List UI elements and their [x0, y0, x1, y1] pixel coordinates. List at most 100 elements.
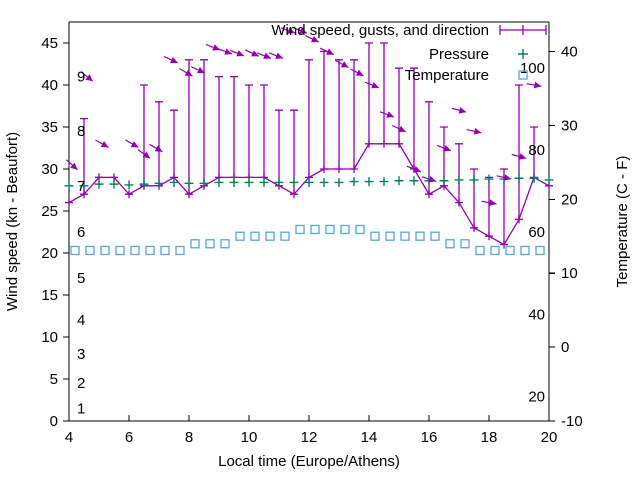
pressure-marker — [394, 176, 404, 186]
beaufort-number: 6 — [77, 224, 85, 241]
legend-key-wind — [499, 25, 547, 35]
pressure-marker — [304, 177, 314, 187]
wind-direction-arrowhead — [413, 166, 421, 173]
x-axis-title: Local time (Europe/Athens) — [218, 453, 400, 470]
wind-direction-arrowhead — [236, 50, 244, 57]
pressure-marker — [124, 180, 134, 190]
temperature-marker — [325, 224, 335, 235]
wind-direction-arrowhead — [503, 174, 512, 181]
temperature-marker — [265, 231, 275, 241]
pressure-marker — [274, 177, 284, 187]
wind-speed-marker — [335, 165, 343, 173]
beaufort-number: 9 — [77, 69, 85, 86]
y-tick-label-left: 25 — [41, 203, 58, 220]
gust-bar — [455, 143, 463, 203]
temperature-marker — [430, 231, 440, 241]
y-tick-label-celsius: 20 — [561, 191, 578, 208]
pressure-marker — [529, 173, 539, 183]
wind-direction-arrowhead — [428, 176, 437, 183]
temperature-marker — [280, 231, 290, 241]
temperature-marker — [490, 245, 500, 256]
gust-bar — [275, 109, 283, 186]
y-tick-label-celsius: 40 — [561, 44, 578, 61]
wind-speed-marker — [185, 190, 193, 199]
y-label-fahrenheit: 60 — [528, 224, 545, 241]
pressure-marker — [214, 177, 224, 187]
x-tick-label: 16 — [421, 429, 438, 446]
wind-direction-arrowhead — [154, 145, 163, 152]
x-tick-label: 10 — [241, 429, 258, 446]
wind-direction-arrowhead — [355, 69, 364, 76]
temperature-marker — [190, 239, 200, 249]
gust-bar — [185, 59, 193, 195]
gust-bar — [140, 84, 148, 186]
wind-direction-arrowhead — [326, 48, 334, 55]
wind-speed-marker — [125, 190, 133, 199]
wind-direction-arrowhead — [275, 52, 283, 59]
gust-bar — [350, 59, 358, 169]
temperature-marker — [235, 231, 245, 241]
pressure-marker — [319, 177, 329, 187]
gust-bar — [200, 59, 208, 186]
pressure-marker — [169, 177, 179, 187]
wind-direction-arrowhead — [443, 145, 451, 152]
gust-bar — [245, 84, 253, 178]
pressure-marker — [229, 177, 239, 187]
wind-direction-arrowhead — [130, 141, 139, 148]
y-axis-title-right: Temperature (C - F) — [614, 156, 631, 288]
y-tick-label-left: 5 — [50, 371, 58, 388]
legend-label-temperature: Temperature — [405, 67, 489, 84]
temperature-marker — [460, 239, 470, 249]
wind-direction-arrowhead — [311, 35, 319, 43]
temperature-marker — [505, 245, 515, 256]
beaufort-number: 3 — [77, 346, 85, 363]
y-label-fahrenheit: 80 — [528, 142, 545, 159]
wind-speed-marker — [350, 165, 358, 173]
wind-direction-arrowhead — [488, 199, 497, 206]
temperature-marker — [220, 239, 230, 249]
temperature-marker — [100, 245, 110, 256]
pressure-marker — [439, 176, 449, 186]
wind-direction-arrowhead — [386, 111, 394, 118]
beaufort-number: 8 — [77, 123, 85, 140]
pressure-marker — [94, 179, 104, 189]
x-tick-label: 14 — [361, 429, 378, 446]
pressure-marker — [409, 176, 419, 186]
pressure-marker — [484, 174, 494, 184]
x-tick-label: 8 — [185, 429, 193, 446]
wind-direction-arrowhead — [263, 52, 271, 59]
legend-key-temperature — [518, 70, 528, 80]
y-tick-label-celsius: 30 — [561, 117, 578, 134]
wind-direction-arrowhead — [70, 162, 78, 170]
gust-bar — [515, 84, 523, 220]
wind-direction-arrowhead — [251, 50, 259, 57]
temperature-marker — [160, 245, 170, 256]
gust-bar — [395, 67, 403, 144]
pressure-marker — [349, 177, 359, 187]
x-tick-label: 6 — [125, 429, 133, 446]
gust-bar — [170, 109, 178, 178]
temperature-marker — [370, 231, 380, 241]
pressure-marker — [289, 177, 299, 187]
wind-direction-arrowhead — [170, 56, 178, 64]
temperature-marker — [355, 224, 365, 235]
beaufort-number: 4 — [77, 312, 85, 329]
legend-group: Wind speed, gusts, and direction Pressure… — [271, 22, 547, 84]
y-tick-label-celsius: 0 — [561, 339, 569, 356]
beaufort-number: 7 — [77, 178, 85, 195]
temperature-marker — [445, 239, 455, 249]
pressure-marker — [139, 179, 149, 189]
wind-direction-arrowhead — [458, 107, 467, 114]
beaufort-number: 2 — [77, 375, 85, 392]
gust-bar — [230, 75, 238, 178]
temperature-marker — [400, 231, 410, 241]
wind-direction-arrowhead — [533, 81, 542, 89]
gust-bar — [155, 101, 163, 186]
x-tick-label: 18 — [481, 429, 498, 446]
temperature-marker — [175, 245, 185, 256]
y-tick-label-left: 15 — [41, 287, 58, 304]
pressure-marker — [64, 181, 74, 191]
temperature-marker — [535, 245, 545, 256]
